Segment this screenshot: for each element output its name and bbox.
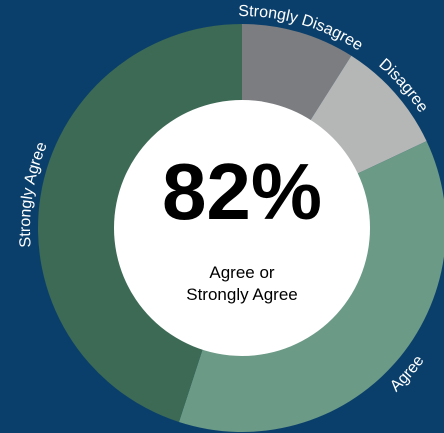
center-caption-line-2: Strongly Agree [186,285,298,304]
center-percentage: 82% [161,147,323,236]
center-hole [114,100,370,356]
center-caption-line-1: Agree or [209,263,275,282]
